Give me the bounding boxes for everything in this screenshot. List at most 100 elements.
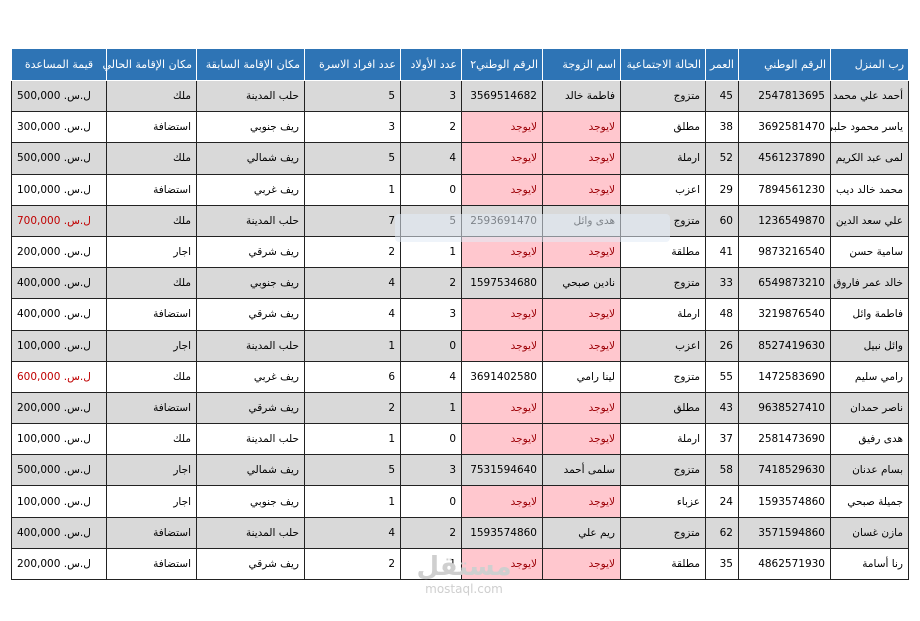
cell-current-residence[interactable]: ملك (106, 423, 197, 456)
cell-national-id-2[interactable]: 3691402580 (461, 360, 543, 393)
cell-current-residence[interactable]: ملك (106, 142, 197, 175)
header-age[interactable]: العمر (705, 48, 739, 81)
cell-current-residence[interactable]: ملك (106, 79, 197, 113)
cell-national-id-2[interactable]: لايوجد (461, 391, 543, 425)
cell-current-residence[interactable]: ملك (106, 360, 197, 393)
cell-previous-residence[interactable]: ريف شرقي (196, 547, 305, 581)
header-aid-amount[interactable]: قيمة المساعدة (11, 48, 107, 81)
header-current-residence[interactable]: مكان الإقامة الحالي (103, 48, 197, 81)
cell-head-of-household[interactable]: ناصر حمدان (830, 391, 909, 425)
cell-family-size[interactable]: 5 (304, 79, 401, 113)
cell-children-count[interactable]: 2 (400, 111, 462, 144)
cell-children-count[interactable]: 3 (400, 298, 462, 331)
cell-marital-status[interactable]: متزوج (620, 267, 706, 300)
cell-current-residence[interactable]: استضافة (106, 298, 197, 331)
cell-previous-residence[interactable]: ريف شمالي (196, 142, 305, 175)
cell-family-size[interactable]: 1 (304, 329, 401, 362)
cell-marital-status[interactable]: متزوج (620, 454, 706, 487)
cell-wife-name[interactable]: لايوجد (542, 329, 621, 362)
cell-national-id-2[interactable]: 1593574860 (461, 516, 543, 549)
cell-family-size[interactable]: 5 (304, 142, 401, 175)
cell-previous-residence[interactable]: ريف جنوبي (196, 111, 305, 144)
cell-national-id[interactable]: 1472583690 (738, 360, 831, 393)
cell-national-id[interactable]: 6549873210 (738, 267, 831, 300)
cell-aid-amount[interactable]: ل.س. 500,000 (11, 79, 107, 113)
cell-age[interactable]: 58 (705, 454, 739, 487)
cell-previous-residence[interactable]: ريف جنوبي (196, 485, 305, 518)
cell-previous-residence[interactable]: حلب المدينة (196, 516, 305, 549)
cell-head-of-household[interactable]: جميلة صبحي (830, 485, 909, 518)
cell-national-id[interactable]: 1236549870 (738, 204, 831, 237)
cell-national-id-2[interactable]: 1597534680 (461, 267, 543, 300)
cell-family-size[interactable]: 4 (304, 298, 401, 331)
cell-previous-residence[interactable]: حلب المدينة (196, 329, 305, 362)
cell-head-of-household[interactable]: وائل نبيل (830, 329, 909, 362)
cell-family-size[interactable]: 5 (304, 454, 401, 487)
cell-wife-name[interactable]: لايوجد (542, 391, 621, 425)
cell-marital-status[interactable]: مطلق (620, 111, 706, 144)
cell-age[interactable]: 52 (705, 142, 739, 175)
cell-age[interactable]: 62 (705, 516, 739, 549)
cell-national-id[interactable]: 2547813695 (738, 79, 831, 113)
cell-children-count[interactable]: 3 (400, 454, 462, 487)
cell-children-count[interactable]: 1 (400, 391, 462, 425)
cell-family-size[interactable]: 2 (304, 547, 401, 581)
cell-previous-residence[interactable]: حلب المدينة (196, 204, 305, 237)
header-marital-status[interactable]: الحالة الاجتماعية (620, 48, 706, 81)
cell-family-size[interactable]: 1 (304, 485, 401, 518)
cell-head-of-household[interactable]: ياسر محمود حلبي (830, 111, 909, 144)
cell-head-of-household[interactable]: علي سعد الدين (830, 204, 909, 237)
cell-national-id[interactable]: 4862571930 (738, 547, 831, 581)
cell-aid-amount[interactable]: ل.س. 400,000 (11, 298, 107, 331)
cell-head-of-household[interactable]: فاطمة وائل (830, 298, 909, 331)
cell-wife-name[interactable]: لينا رامي (542, 360, 621, 393)
cell-previous-residence[interactable]: ريف غربي (196, 173, 305, 206)
cell-national-id-2[interactable]: لايوجد (461, 142, 543, 175)
cell-national-id[interactable]: 3692581470 (738, 111, 831, 144)
cell-marital-status[interactable]: ارملة (620, 142, 706, 175)
cell-wife-name[interactable]: فاطمة خالد (542, 79, 621, 113)
header-wife-name[interactable]: اسم الزوجة (542, 48, 621, 81)
cell-head-of-household[interactable]: أحمد علي محمد (830, 79, 909, 113)
cell-national-id[interactable]: 4561237890 (738, 142, 831, 175)
cell-age[interactable]: 37 (705, 423, 739, 456)
cell-national-id-2[interactable]: لايوجد (461, 547, 543, 581)
cell-children-count[interactable]: 0 (400, 329, 462, 362)
cell-age[interactable]: 33 (705, 267, 739, 300)
cell-national-id[interactable]: 8527419630 (738, 329, 831, 362)
cell-national-id-2[interactable]: لايوجد (461, 423, 543, 456)
cell-current-residence[interactable]: ملك (106, 267, 197, 300)
cell-national-id-2[interactable]: لايوجد (461, 173, 543, 206)
cell-wife-name[interactable]: لايوجد (542, 423, 621, 456)
cell-wife-name[interactable]: لايوجد (542, 142, 621, 175)
cell-marital-status[interactable]: اعزب (620, 173, 706, 206)
cell-wife-name[interactable]: لايوجد (542, 485, 621, 518)
cell-current-residence[interactable]: استضافة (106, 173, 197, 206)
cell-head-of-household[interactable]: مازن غسان (830, 516, 909, 549)
cell-aid-amount[interactable]: ل.س. 500,000 (11, 142, 107, 175)
cell-national-id-2[interactable]: لايوجد (461, 111, 543, 144)
cell-current-residence[interactable]: استضافة (106, 391, 197, 425)
cell-head-of-household[interactable]: لمى عبد الكريم (830, 142, 909, 175)
cell-aid-amount[interactable]: ل.س. 300,000 (11, 111, 107, 144)
cell-current-residence[interactable]: اجار (106, 329, 197, 362)
cell-age[interactable]: 24 (705, 485, 739, 518)
cell-current-residence[interactable]: ملك (106, 204, 197, 237)
cell-wife-name[interactable]: سلمى أحمد (542, 454, 621, 487)
cell-marital-status[interactable]: ارملة (620, 423, 706, 456)
cell-national-id[interactable]: 9638527410 (738, 391, 831, 425)
cell-age[interactable]: 60 (705, 204, 739, 237)
cell-aid-amount[interactable]: ل.س. 200,000 (11, 391, 107, 425)
cell-aid-amount[interactable]: ل.س. 700,000 (11, 204, 107, 237)
cell-age[interactable]: 29 (705, 173, 739, 206)
cell-national-id[interactable]: 7894561230 (738, 173, 831, 206)
cell-aid-amount[interactable]: ل.س. 100,000 (11, 423, 107, 456)
cell-current-residence[interactable]: اجار (106, 235, 197, 269)
cell-family-size[interactable]: 2 (304, 391, 401, 425)
cell-marital-status[interactable]: متزوج (620, 516, 706, 549)
cell-wife-name[interactable]: لايوجد (542, 547, 621, 581)
cell-national-id[interactable]: 1593574860 (738, 485, 831, 518)
cell-children-count[interactable]: 3 (400, 79, 462, 113)
cell-previous-residence[interactable]: ريف شرقي (196, 235, 305, 269)
cell-national-id-2[interactable]: 7531594640 (461, 454, 543, 487)
